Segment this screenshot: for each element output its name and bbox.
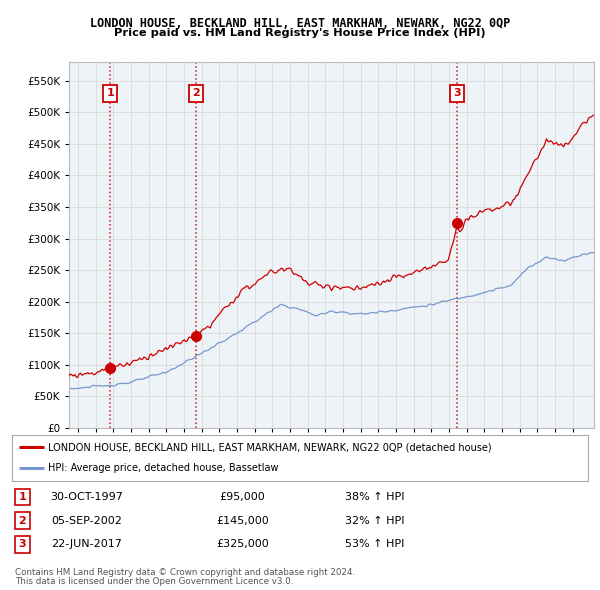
- Text: 3: 3: [19, 539, 26, 549]
- Text: £145,000: £145,000: [216, 516, 269, 526]
- Text: This data is licensed under the Open Government Licence v3.0.: This data is licensed under the Open Gov…: [15, 577, 293, 586]
- Text: LONDON HOUSE, BECKLAND HILL, EAST MARKHAM, NEWARK, NG22 0QP: LONDON HOUSE, BECKLAND HILL, EAST MARKHA…: [90, 17, 510, 30]
- Text: LONDON HOUSE, BECKLAND HILL, EAST MARKHAM, NEWARK, NG22 0QP (detached house): LONDON HOUSE, BECKLAND HILL, EAST MARKHA…: [48, 442, 491, 453]
- Text: 53% ↑ HPI: 53% ↑ HPI: [345, 539, 404, 549]
- Text: 2: 2: [192, 88, 200, 99]
- Text: 1: 1: [19, 492, 26, 502]
- Text: 1: 1: [106, 88, 114, 99]
- Text: 30-OCT-1997: 30-OCT-1997: [50, 492, 124, 502]
- Text: 22-JUN-2017: 22-JUN-2017: [52, 539, 122, 549]
- Text: HPI: Average price, detached house, Bassetlaw: HPI: Average price, detached house, Bass…: [48, 463, 278, 473]
- Text: £95,000: £95,000: [220, 492, 265, 502]
- Text: Contains HM Land Registry data © Crown copyright and database right 2024.: Contains HM Land Registry data © Crown c…: [15, 568, 355, 576]
- Text: 32% ↑ HPI: 32% ↑ HPI: [345, 516, 404, 526]
- Text: Price paid vs. HM Land Registry's House Price Index (HPI): Price paid vs. HM Land Registry's House …: [114, 28, 486, 38]
- Text: 05-SEP-2002: 05-SEP-2002: [52, 516, 122, 526]
- Text: 3: 3: [454, 88, 461, 99]
- Text: 2: 2: [19, 516, 26, 526]
- Text: £325,000: £325,000: [216, 539, 269, 549]
- Text: 38% ↑ HPI: 38% ↑ HPI: [345, 492, 404, 502]
